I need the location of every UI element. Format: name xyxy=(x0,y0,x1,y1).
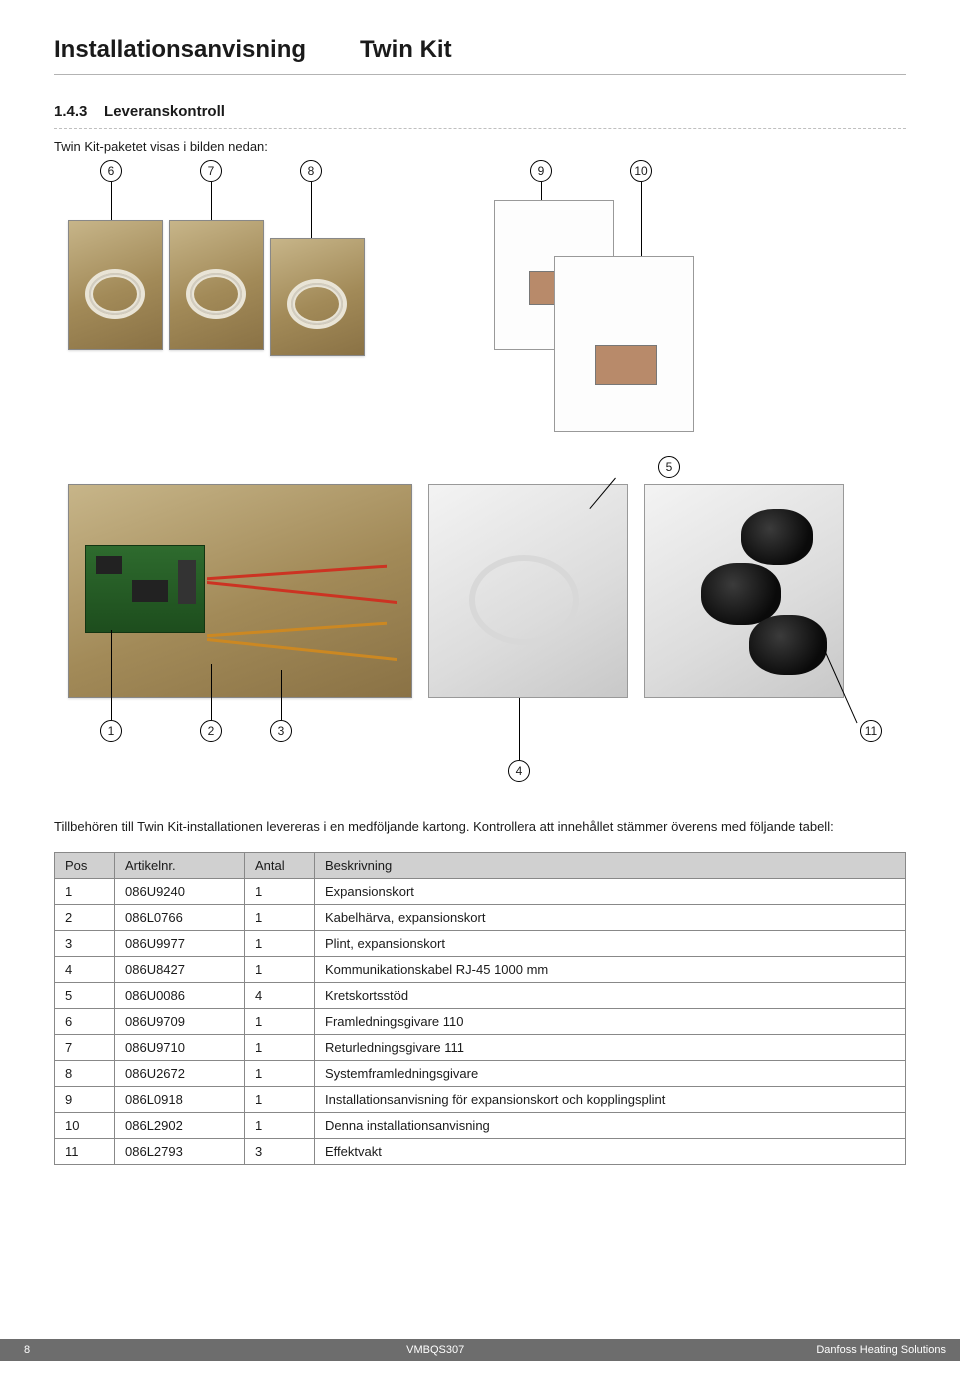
table-row: 5086U00864Kretskortsstöd xyxy=(55,983,906,1009)
cell-article: 086U2672 xyxy=(115,1061,245,1087)
col-pos: Pos xyxy=(55,853,115,879)
section-title: Leveranskontroll xyxy=(104,103,225,120)
cell-qty: 1 xyxy=(245,1035,315,1061)
cell-desc: Plint, expansionskort xyxy=(315,931,906,957)
cell-article: 086U9709 xyxy=(115,1009,245,1035)
table-row: 2086L07661Kabelhärva, expansionskort xyxy=(55,905,906,931)
callout-8: 8 xyxy=(300,160,322,182)
cell-pos: 1 xyxy=(55,879,115,905)
col-qty: Antal xyxy=(245,853,315,879)
cell-article: 086U8427 xyxy=(115,957,245,983)
cell-article: 086L2902 xyxy=(115,1113,245,1139)
table-row: 10086L29021Denna installationsanvisning xyxy=(55,1113,906,1139)
cell-pos: 9 xyxy=(55,1087,115,1113)
cell-qty: 4 xyxy=(245,983,315,1009)
callout-1: 1 xyxy=(100,720,122,742)
cell-qty: 1 xyxy=(245,1113,315,1139)
cell-article: 086L2793 xyxy=(115,1139,245,1165)
page-content: Installationsanvisning Twin Kit 1.4.3 Le… xyxy=(0,0,960,1165)
photo-coil-6 xyxy=(68,220,163,350)
cell-desc: Framledningsgivare 110 xyxy=(315,1009,906,1035)
cell-qty: 1 xyxy=(245,905,315,931)
cell-desc: Expansionskort xyxy=(315,879,906,905)
page-header: Installationsanvisning Twin Kit xyxy=(54,36,906,75)
photo-sensors xyxy=(644,484,844,698)
cell-pos: 7 xyxy=(55,1035,115,1061)
cell-qty: 1 xyxy=(245,1009,315,1035)
cell-pos: 10 xyxy=(55,1113,115,1139)
intro-text: Twin Kit-paketet visas i bilden nedan: xyxy=(54,139,906,154)
cell-article: 086U0086 xyxy=(115,983,245,1009)
cell-pos: 8 xyxy=(55,1061,115,1087)
table-body: 1086U92401Expansionskort2086L07661Kabelh… xyxy=(55,879,906,1165)
cell-pos: 3 xyxy=(55,931,115,957)
cell-qty: 1 xyxy=(245,957,315,983)
cell-desc: Kommunikationskabel RJ-45 1000 mm xyxy=(315,957,906,983)
table-row: 3086U99771Plint, expansionskort xyxy=(55,931,906,957)
callout-3: 3 xyxy=(270,720,292,742)
cell-pos: 11 xyxy=(55,1139,115,1165)
table-row: 1086U92401Expansionskort xyxy=(55,879,906,905)
cell-article: 086U9710 xyxy=(115,1035,245,1061)
cell-article: 086U9977 xyxy=(115,931,245,957)
footer-brand: Danfoss Heating Solutions xyxy=(816,1344,960,1356)
col-desc: Beskrivning xyxy=(315,853,906,879)
cell-article: 086L0918 xyxy=(115,1087,245,1113)
callout-9: 9 xyxy=(530,160,552,182)
cell-qty: 1 xyxy=(245,1087,315,1113)
footer-code: VMBQS307 xyxy=(54,1344,816,1356)
callout-6: 6 xyxy=(100,160,122,182)
doc-sheet-front xyxy=(554,256,694,432)
cell-article: 086L0766 xyxy=(115,905,245,931)
cell-pos: 6 xyxy=(55,1009,115,1035)
header-title: Installationsanvisning xyxy=(54,36,306,64)
section-number: 1.4.3 xyxy=(54,103,87,120)
cell-qty: 1 xyxy=(245,931,315,957)
cell-pos: 5 xyxy=(55,983,115,1009)
section-heading: 1.4.3 Leveranskontroll xyxy=(54,103,906,129)
cell-pos: 2 xyxy=(55,905,115,931)
callout-5: 5 xyxy=(658,456,680,478)
table-row: 8086U26721Systemframledningsgivare xyxy=(55,1061,906,1087)
cell-qty: 1 xyxy=(245,879,315,905)
callout-11: 11 xyxy=(860,720,882,742)
table-row: 7086U97101Returledningsgivare 111 xyxy=(55,1035,906,1061)
photo-pcb xyxy=(68,484,412,698)
table-row: 9086L09181Installationsanvisning för exp… xyxy=(55,1087,906,1113)
table-row: 6086U97091Framledningsgivare 110 xyxy=(55,1009,906,1035)
page-footer: 8 VMBQS307 Danfoss Heating Solutions xyxy=(0,1339,960,1361)
mid-paragraph: Tillbehören till Twin Kit-installationen… xyxy=(54,818,906,836)
table-row: 4086U84271Kommunikationskabel RJ-45 1000… xyxy=(55,957,906,983)
cell-desc: Denna installationsanvisning xyxy=(315,1113,906,1139)
cell-qty: 3 xyxy=(245,1139,315,1165)
footer-page-number: 8 xyxy=(0,1344,54,1356)
photo-gray-cable xyxy=(428,484,628,698)
callout-7: 7 xyxy=(200,160,222,182)
cell-desc: Kabelhärva, expansionskort xyxy=(315,905,906,931)
parts-table: Pos Artikelnr. Antal Beskrivning 1086U92… xyxy=(54,852,906,1165)
table-row: 11086L27933Effektvakt xyxy=(55,1139,906,1165)
callout-2: 2 xyxy=(200,720,222,742)
cell-desc: Effektvakt xyxy=(315,1139,906,1165)
col-article: Artikelnr. xyxy=(115,853,245,879)
table-header-row: Pos Artikelnr. Antal Beskrivning xyxy=(55,853,906,879)
cell-desc: Kretskortsstöd xyxy=(315,983,906,1009)
cell-desc: Installationsanvisning för expansionskor… xyxy=(315,1087,906,1113)
cell-qty: 1 xyxy=(245,1061,315,1087)
cell-desc: Returledningsgivare 111 xyxy=(315,1035,906,1061)
photo-coil-7 xyxy=(169,220,264,350)
callout-4: 4 xyxy=(508,760,530,782)
figure-area: 6 7 8 9 10 xyxy=(54,160,906,800)
photo-coil-8 xyxy=(270,238,365,356)
cell-desc: Systemframledningsgivare xyxy=(315,1061,906,1087)
callout-10: 10 xyxy=(630,160,652,182)
cell-article: 086U9240 xyxy=(115,879,245,905)
header-product: Twin Kit xyxy=(360,36,452,64)
cell-pos: 4 xyxy=(55,957,115,983)
